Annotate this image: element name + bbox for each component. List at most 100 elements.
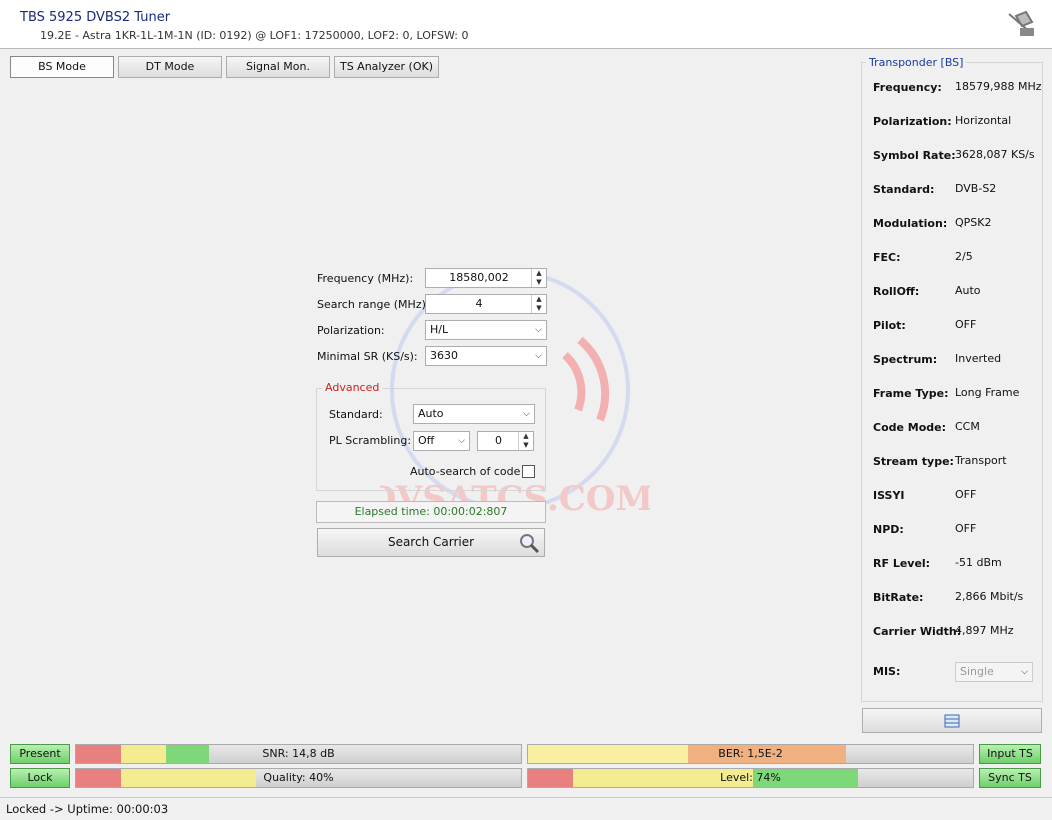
tp-value: Auto — [955, 284, 981, 297]
tp-value: 18579,988 MHz — [955, 80, 1042, 93]
tp-value: OFF — [955, 318, 977, 331]
tp-label: Standard: — [873, 183, 935, 196]
logo-icon — [1008, 10, 1034, 36]
field-value: 3630 — [430, 349, 458, 362]
tp-value: 4,897 MHz — [955, 624, 1014, 637]
tab[interactable]: TS Analyzer (OK) — [334, 56, 439, 78]
pl-value: Off — [418, 434, 435, 447]
input-ts-indicator: Input TS — [979, 744, 1041, 764]
tp-label: Symbol Rate: — [873, 149, 956, 162]
bar-fill — [573, 769, 753, 787]
bar-fill — [528, 745, 688, 763]
search-carrier-button[interactable]: Search Carrier — [317, 528, 545, 557]
mis-value: Single — [960, 665, 994, 678]
ber-bar: BER: 1,5E-2 — [527, 744, 974, 764]
tp-label: FEC: — [873, 251, 901, 264]
tp-value: Long Frame — [955, 386, 1020, 399]
field-value: 4 — [475, 297, 483, 310]
sync-ts-indicator: Sync TS — [979, 768, 1041, 788]
bar-fill — [753, 769, 858, 787]
subtitle: 19.2E - Astra 1KR-1L-1M-1N (ID: 0192) @ … — [40, 29, 469, 42]
tp-value: OFF — [955, 488, 977, 501]
tp-label: RF Level: — [873, 557, 931, 570]
field-label: Search range (MHz): — [317, 298, 430, 311]
tp-label: ISSYI — [873, 489, 905, 502]
dropdown-arrow: ⌵ — [535, 325, 542, 335]
dropdown-arrow: ⌵ — [1021, 667, 1028, 677]
quality-bar: Quality: 40% — [75, 768, 522, 788]
header — [0, 0, 1052, 49]
search-icon — [520, 534, 540, 554]
tp-value: CCM — [955, 420, 980, 433]
tp-label: Frame Type: — [873, 387, 949, 400]
bar-fill — [121, 769, 256, 787]
window-title: TBS 5925 DVBS2 Tuner — [20, 10, 171, 25]
tp-label: NPD: — [873, 523, 904, 536]
pl-label: PL Scrambling: — [329, 434, 412, 447]
bar-fill — [166, 745, 209, 763]
tp-label: Frequency: — [873, 81, 942, 94]
tp-value: DVB-S2 — [955, 182, 997, 195]
advanced-title: Advanced — [322, 381, 383, 394]
bar-fill — [76, 769, 121, 787]
standard-select[interactable]: Auto ⌵ — [413, 404, 535, 424]
field-label: Polarization: — [317, 324, 385, 337]
bar-fill — [76, 745, 121, 763]
spin-buttons[interactable]: ▲ ▼ — [518, 432, 533, 450]
tp-label: Pilot: — [873, 319, 906, 332]
tp-label: Code Mode: — [873, 421, 947, 434]
spin-buttons[interactable]: ▲ ▼ — [531, 295, 546, 313]
tab[interactable]: DT Mode — [118, 56, 222, 78]
field-value: 18580,002 — [449, 271, 509, 284]
field-input[interactable]: 4 ▲ ▼ — [425, 294, 547, 314]
status-text: Locked -> Uptime: 00:00:03 — [6, 802, 169, 816]
tp-value: 3628,087 KS/s — [955, 148, 1035, 161]
tp-value: Transport — [955, 454, 1007, 467]
tab[interactable]: Signal Mon. — [226, 56, 330, 78]
spin-buttons[interactable]: ▲ ▼ — [531, 269, 546, 287]
mis-select: Single ⌵ — [955, 662, 1033, 682]
field-input[interactable]: 3630 ⌵ — [425, 346, 547, 366]
ber-label: BER: 1,5E-2 — [718, 747, 783, 760]
tp-label: Carrier Width: — [873, 625, 962, 638]
pl-code-input[interactable]: 0 ▲ ▼ — [477, 431, 534, 451]
tp-value: 2,866 Mbit/s — [955, 590, 1024, 603]
level-label: Level: 74% — [720, 771, 781, 784]
details-button[interactable] — [862, 708, 1042, 733]
standard-label: Standard: — [329, 408, 383, 421]
tp-label: Polarization: — [873, 115, 952, 128]
tp-value: QPSK2 — [955, 216, 992, 229]
field-input[interactable]: H/L ⌵ — [425, 320, 547, 340]
tp-label: Stream type: — [873, 455, 954, 468]
tp-label: RollOff: — [873, 285, 920, 298]
lock-indicator: Lock — [10, 768, 70, 788]
status-bar — [0, 797, 1052, 820]
bar-fill — [528, 769, 573, 787]
present-indicator: Present — [10, 744, 70, 764]
autosearch-label: Auto-search of code — [410, 465, 521, 478]
field-label: Frequency (MHz): — [317, 272, 414, 285]
transponder-title: Transponder [BS] — [866, 56, 967, 69]
dropdown-arrow: ⌵ — [523, 409, 530, 419]
tab[interactable]: BS Mode — [10, 56, 114, 78]
bar-fill — [121, 745, 166, 763]
elapsed-time: Elapsed time: 00:00:02:807 — [316, 501, 546, 523]
bar-fill — [688, 745, 846, 763]
tp-value: Horizontal — [955, 114, 1012, 127]
mis-label: MIS: — [873, 665, 901, 678]
list-icon — [944, 714, 960, 728]
tp-value: -51 dBm — [955, 556, 1002, 569]
dropdown-arrow: ⌵ — [535, 351, 542, 361]
field-label: Minimal SR (KS/s): — [317, 350, 418, 363]
field-value: H/L — [430, 323, 449, 336]
pl-select[interactable]: Off ⌵ — [413, 431, 470, 451]
advanced-group — [316, 388, 546, 491]
snr-label: SNR: 14,8 dB — [262, 747, 335, 760]
tp-value: Inverted — [955, 352, 1002, 365]
autosearch-checkbox[interactable] — [522, 465, 535, 478]
tp-value: OFF — [955, 522, 977, 535]
quality-label: Quality: 40% — [263, 771, 334, 784]
button-label: Search Carrier — [387, 535, 475, 549]
field-input[interactable]: 18580,002 ▲ ▼ — [425, 268, 547, 288]
